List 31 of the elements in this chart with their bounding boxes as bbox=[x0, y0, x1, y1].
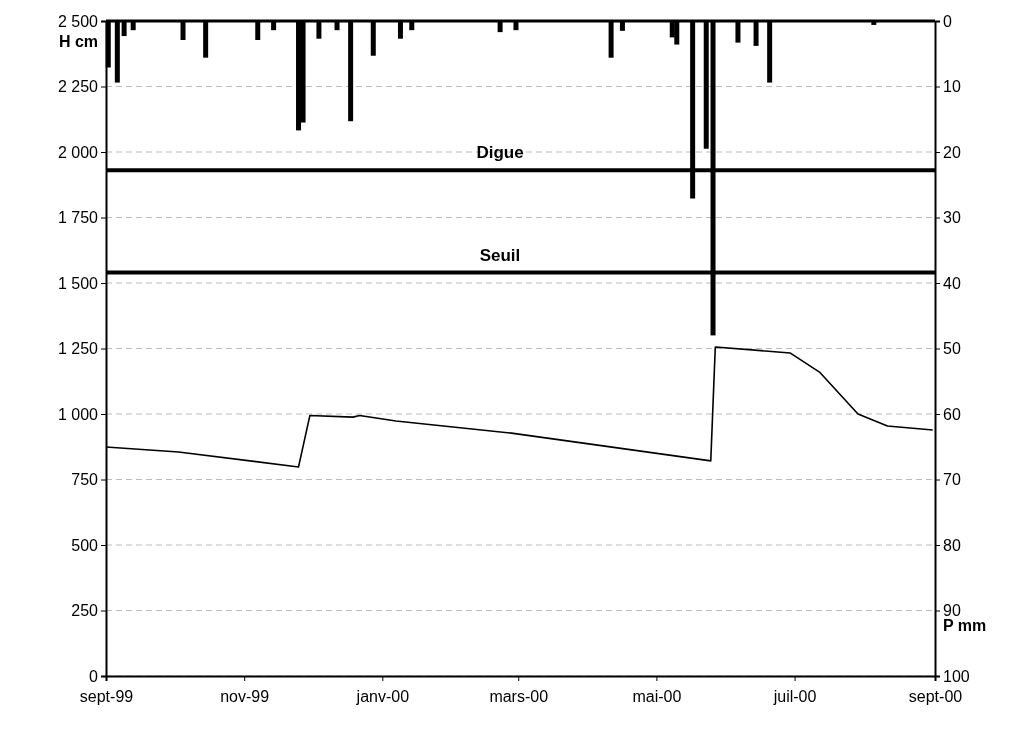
y-tick-label: 1 250 bbox=[57, 340, 99, 358]
y2-tick-label: 20 bbox=[943, 143, 961, 161]
y-tick-label: 2 000 bbox=[57, 143, 99, 161]
ref-line-label: Seuil bbox=[479, 245, 521, 265]
y2-tick-label: 0 bbox=[943, 12, 952, 30]
y-tick-label: 1 500 bbox=[57, 274, 99, 292]
x-tick-label: mai-00 bbox=[632, 687, 682, 705]
y-tick-label: 1 000 bbox=[57, 405, 99, 423]
y-tick-label: 2 250 bbox=[57, 78, 99, 96]
x-tick-label: mars-00 bbox=[489, 687, 549, 705]
y-axis-title: H cm bbox=[58, 33, 98, 50]
ref-line-label: Digue bbox=[476, 143, 524, 163]
y2-tick-label: 60 bbox=[943, 405, 961, 423]
y2-tick-label: 30 bbox=[943, 209, 961, 227]
y-tick-label: 2 500 bbox=[57, 12, 99, 30]
x-tick-label: juil-00 bbox=[772, 687, 817, 705]
y2-tick-label: 10 bbox=[943, 78, 961, 96]
y-tick-label: 0 bbox=[89, 667, 99, 685]
y-tick-label: 250 bbox=[71, 602, 99, 620]
y-tick-label: 500 bbox=[71, 536, 99, 554]
y2-tick-label: 50 bbox=[943, 340, 961, 358]
x-tick-label: sept-00 bbox=[908, 687, 963, 705]
x-tick-label: sept-99 bbox=[79, 687, 134, 705]
x-tick-label: nov-99 bbox=[220, 687, 270, 705]
y2-tick-label: 70 bbox=[943, 471, 961, 489]
y-tick-label: 750 bbox=[71, 471, 99, 489]
x-tick-label: janv-00 bbox=[355, 687, 410, 705]
y2-tick-label: 80 bbox=[943, 536, 961, 554]
y2-tick-label: 40 bbox=[943, 274, 961, 292]
y2-tick-label: 100 bbox=[943, 667, 970, 685]
y-tick-label: 1 750 bbox=[57, 209, 99, 227]
